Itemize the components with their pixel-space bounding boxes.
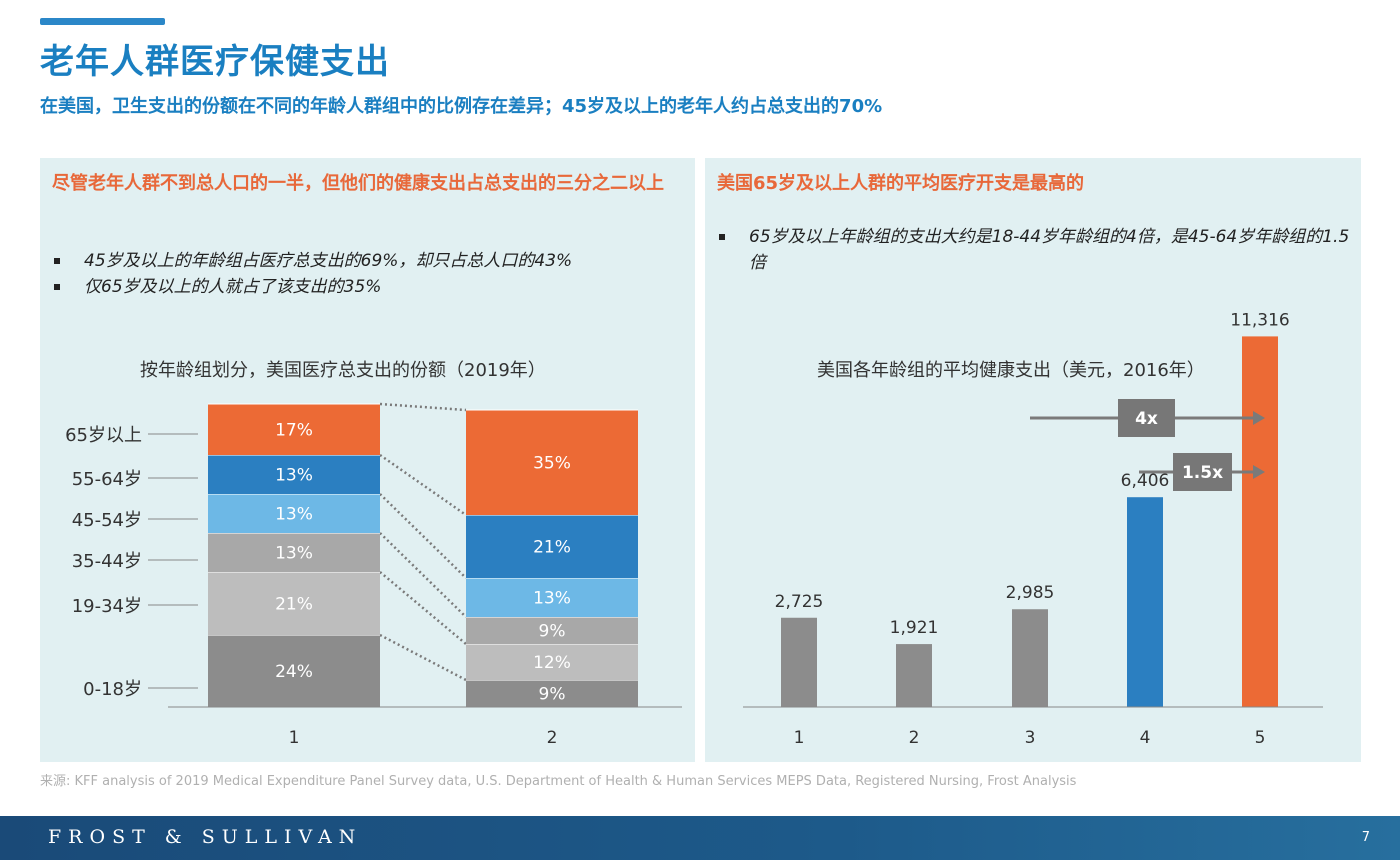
age-group-label: 55-64岁 [72, 469, 142, 490]
x-tick-label: 1 [289, 728, 300, 748]
segment-label: 9% [539, 685, 566, 705]
stacked-segment [466, 515, 638, 578]
stacked-segment [208, 635, 380, 707]
page-subtitle: 在美国，卫生支出的份额在不同的年龄人群组中的比例存在差异；45岁及以上的老年人约… [40, 96, 883, 117]
segment-label: 21% [533, 538, 571, 558]
right-bullet-list: 65岁及以上年龄组的支出大约是18-44岁年龄组的4倍，是45-64岁年龄组的1… [717, 224, 1351, 276]
segment-label: 12% [533, 653, 571, 673]
brand-logo-text: FROST & SULLIVAN [48, 826, 363, 848]
comparison-arrow-head [1253, 411, 1265, 425]
average-spending-chart: 2,725 1 1,921 2 2,985 3 6,406 4 11,316 5 4x 1.5x [743, 310, 1323, 748]
spending-bar [1012, 609, 1048, 707]
stacked-segment [466, 617, 638, 644]
stacked-segment [208, 404, 380, 455]
stacked-segment [208, 494, 380, 533]
left-panel: 尽管老年人群不到总人口的一半，但他们的健康支出占总支出的三分之二以上 45岁及以… [40, 158, 695, 762]
connector-line [379, 532, 467, 618]
stacked-share-chart: 24% 21% 13% 13% 13% 17% 1 9% 12% 9% 13% 21% 35% 2 0-18… [65, 402, 682, 748]
stacked-segment [466, 410, 638, 515]
multiplier-label: 4x [1135, 409, 1158, 429]
spending-bar [1242, 336, 1278, 707]
stacked-chart-title: 按年龄组划分，美国医疗总支出的份额（2019年） [140, 360, 546, 381]
left-bullet-1: 45岁及以上的年龄组占医疗总支出的69%，却只占总人口的43% [52, 248, 685, 274]
connector-line [379, 571, 467, 645]
stacked-segment [466, 578, 638, 617]
left-bullet-2: 仅65岁及以上的人就占了该支出的35% [52, 274, 685, 300]
segment-label: 24% [275, 662, 313, 682]
segment-label: 21% [275, 595, 313, 615]
x-tick-label: 3 [1025, 728, 1036, 748]
spending-bar [896, 644, 932, 707]
value-label: 6,406 [1121, 471, 1170, 491]
stacked-segment [208, 455, 380, 494]
segment-label: 13% [533, 589, 571, 609]
age-group-label: 65岁以上 [65, 425, 142, 446]
page-title: 老年人群医疗保健支出 [40, 42, 390, 82]
spending-chart-title: 美国各年龄组的平均健康支出（美元，2016年） [817, 360, 1205, 381]
x-tick-label: 4 [1140, 728, 1151, 748]
connector-line [379, 402, 467, 412]
segment-label: 35% [533, 454, 571, 474]
age-group-label: 45-54岁 [72, 510, 142, 531]
page-number: 7 [1361, 830, 1370, 845]
age-group-label: 19-34岁 [72, 596, 142, 617]
spending-bar [1127, 497, 1163, 707]
multiplier-badge [1118, 399, 1175, 437]
segment-label: 13% [275, 466, 313, 486]
footer-bar: FROST & SULLIVAN 7 [0, 816, 1400, 860]
value-label: 2,985 [1006, 583, 1055, 603]
connector-line [379, 633, 467, 682]
x-tick-label: 2 [909, 728, 920, 748]
left-bullet-list: 45岁及以上的年龄组占医疗总支出的69%，却只占总人口的43% 仅65岁及以上的… [52, 248, 685, 300]
connector-line [379, 493, 467, 579]
x-tick-label: 2 [547, 728, 558, 748]
x-tick-label: 1 [794, 728, 805, 748]
title-accent-bar [40, 18, 165, 25]
connector-line [379, 453, 467, 517]
source-note: 来源: KFF analysis of 2019 Medical Expendi… [40, 774, 1077, 789]
value-label: 2,725 [775, 592, 824, 612]
multiplier-badge [1173, 453, 1232, 491]
spending-bar [781, 617, 817, 707]
multiplier-label: 1.5x [1182, 463, 1223, 483]
left-panel-heading: 尽管老年人群不到总人口的一半，但他们的健康支出占总支出的三分之二以上 [52, 173, 664, 194]
age-group-label: 35-44岁 [72, 551, 142, 572]
right-panel-heading: 美国65岁及以上人群的平均医疗开支是最高的 [717, 173, 1085, 194]
x-tick-label: 5 [1255, 728, 1266, 748]
stacked-segment [208, 533, 380, 572]
stacked-segment [208, 572, 380, 635]
segment-label: 9% [539, 622, 566, 642]
right-panel: 美国65岁及以上人群的平均医疗开支是最高的 65岁及以上年龄组的支出大约是18-… [705, 158, 1361, 762]
value-label: 1,921 [890, 618, 939, 638]
segment-label: 17% [275, 421, 313, 441]
segment-label: 13% [275, 505, 313, 525]
comparison-arrow-head [1253, 465, 1265, 479]
right-bullet-1: 65岁及以上年龄组的支出大约是18-44岁年龄组的4倍，是45-64岁年龄组的1… [717, 224, 1351, 276]
stacked-segment [466, 644, 638, 680]
segment-label: 13% [275, 544, 313, 564]
stacked-segment [466, 680, 638, 707]
value-label: 11,316 [1230, 310, 1289, 330]
age-group-label: 0-18岁 [83, 679, 142, 700]
